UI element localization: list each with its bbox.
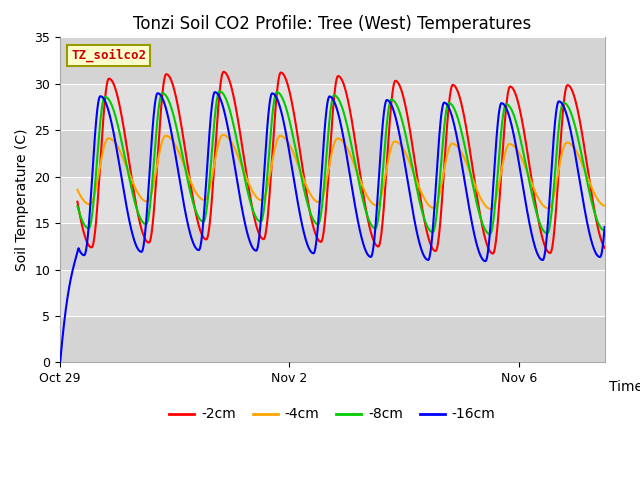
Y-axis label: Soil Temperature (C): Soil Temperature (C) — [15, 129, 29, 271]
X-axis label: Time: Time — [609, 380, 640, 394]
Legend: -2cm, -4cm, -8cm, -16cm: -2cm, -4cm, -8cm, -16cm — [164, 402, 501, 427]
Bar — [60, 223, 605, 269]
Bar — [60, 177, 605, 223]
Text: TZ_soilco2: TZ_soilco2 — [71, 48, 146, 62]
Bar — [60, 316, 605, 362]
Bar — [60, 130, 605, 177]
Bar — [60, 84, 605, 130]
Title: Tonzi Soil CO2 Profile: Tree (West) Temperatures: Tonzi Soil CO2 Profile: Tree (West) Temp… — [133, 15, 532, 33]
Bar — [60, 269, 605, 316]
Bar — [60, 37, 605, 84]
